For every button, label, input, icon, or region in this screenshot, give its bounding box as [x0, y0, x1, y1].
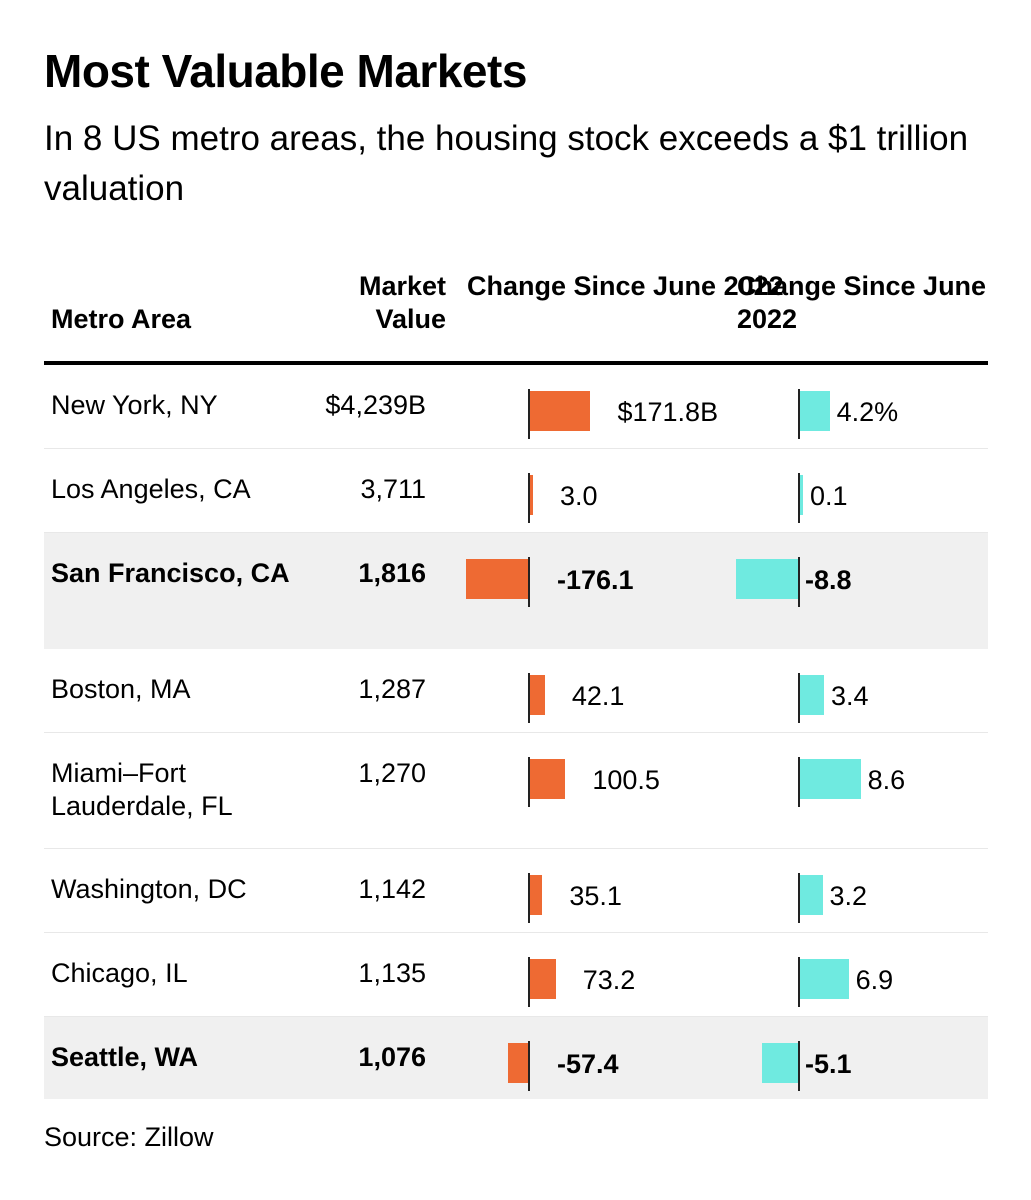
pct-change-label: 6.9: [855, 965, 894, 995]
abs-zero-line: [528, 1041, 530, 1091]
metro-name: New York, NY: [51, 390, 218, 420]
abs-change-bar: [530, 475, 533, 515]
pct-zero-line: [798, 389, 800, 439]
pct-zero-line: [798, 757, 800, 807]
table-row: Washington, DC 1,142: [44, 849, 988, 933]
abs-zero-line: [528, 473, 530, 523]
pct-change-label: 3.2: [829, 881, 868, 911]
market-value: 1,135: [358, 958, 426, 988]
table-row: Los Angeles, CA 3,711: [44, 449, 988, 533]
market-value: $4,239B: [325, 390, 426, 420]
pct-change-bar: [800, 875, 823, 915]
pct-change-label: 3.4: [830, 681, 869, 711]
table-row: New York, NY $4,239B: [44, 365, 988, 449]
market-value: 1,270: [358, 758, 426, 788]
pct-change-label: 4.2%: [836, 397, 899, 427]
market-value: 1,076: [358, 1042, 426, 1072]
market-value: 1,287: [358, 674, 426, 704]
abs-change-bar: [530, 391, 591, 431]
metro-name: Chicago, IL: [51, 958, 188, 988]
market-value: 3,711: [360, 474, 426, 504]
pct-change-bar: [800, 959, 849, 999]
table-row: Miami–Fort Lauderdale, FL 1,270: [44, 733, 988, 849]
pct-change-label: -8.8: [805, 565, 852, 595]
pct-change-bar: [736, 559, 798, 599]
pct-change-bar: [762, 1043, 798, 1083]
pct-change-label: 8.6: [867, 765, 906, 795]
pct-change-bar: [800, 759, 861, 799]
pct-zero-line: [798, 473, 800, 523]
abs-zero-line: [528, 673, 530, 723]
market-value: 1,816: [358, 558, 426, 588]
chart-title: Most Valuable Markets: [44, 45, 527, 97]
abs-change-label: -176.1: [557, 565, 634, 595]
header-market-value: Market Value: [358, 271, 446, 334]
pct-change-label: -5.1: [805, 1049, 852, 1079]
abs-change-label: 73.2: [582, 965, 636, 995]
chart-subtitle: In 8 US metro areas, the housing stock e…: [44, 119, 969, 208]
abs-change-label: -57.4: [557, 1049, 619, 1079]
abs-change-bar: [530, 759, 566, 799]
pct-zero-line: [798, 1041, 800, 1091]
pct-zero-line: [798, 557, 800, 607]
header-rule: [44, 361, 988, 365]
abs-zero-line: [528, 873, 530, 923]
metro-name: Miami–Fort Lauderdale, FL: [51, 758, 233, 821]
abs-change-bar: [530, 875, 543, 915]
table-row: Boston, MA 1,287: [44, 649, 988, 733]
header-metro-area: Metro Area: [51, 304, 192, 334]
abs-change-label: 35.1: [569, 881, 622, 911]
table-row: Chicago, IL 1,135: [44, 933, 988, 1017]
metro-name: Seattle, WA: [51, 1042, 199, 1072]
abs-zero-line: [528, 389, 530, 439]
pct-zero-line: [798, 873, 800, 923]
abs-change-label: 3.0: [560, 481, 598, 511]
pct-change-bar: [800, 475, 803, 515]
pct-change-label: 0.1: [810, 481, 848, 511]
abs-change-bar: [530, 959, 556, 999]
market-value: 1,142: [358, 874, 426, 904]
abs-zero-line: [528, 557, 530, 607]
abs-change-bar: [507, 1043, 528, 1083]
abs-zero-line: [528, 757, 530, 807]
metro-name: Boston, MA: [51, 674, 191, 704]
abs-change-label: 100.5: [592, 765, 660, 795]
abs-change-bar: [466, 559, 528, 599]
header-change-absolute: Change Since June 2022: [467, 271, 784, 301]
abs-change-bar: [530, 675, 545, 715]
source-note: Source: Zillow: [44, 1122, 214, 1152]
metro-name: Los Angeles, CA: [51, 474, 251, 504]
pct-zero-line: [798, 957, 800, 1007]
abs-change-label: 42.1: [571, 681, 625, 711]
abs-change-label: $171.8B: [617, 397, 719, 427]
pct-change-bar: [800, 675, 824, 715]
abs-zero-line: [528, 957, 530, 1007]
metro-name: San Francisco, CA: [51, 558, 290, 588]
metro-name: Washington, DC: [51, 874, 247, 904]
pct-zero-line: [798, 673, 800, 723]
pct-change-bar: [800, 391, 830, 431]
header-change-percent: Change Since June 2022: [737, 271, 987, 334]
